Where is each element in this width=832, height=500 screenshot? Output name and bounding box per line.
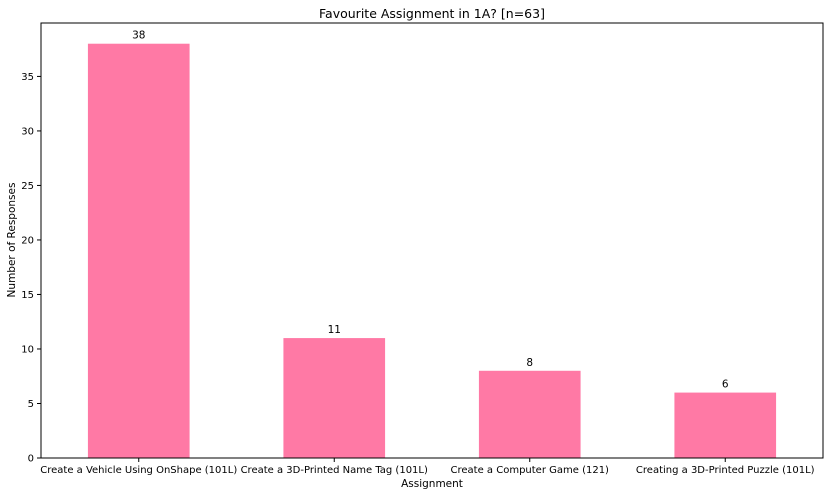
x-axis-label: Assignment — [401, 478, 463, 490]
plot-frame — [40, 22, 824, 459]
x-axis: Create a Vehicle Using OnShape (101L) Cre… — [40, 458, 815, 476]
y-axis-label: Number of Responses — [6, 183, 18, 298]
bar — [87, 43, 190, 458]
y-tick-label: 0 — [28, 454, 34, 465]
bar — [674, 392, 777, 458]
y-axis: 0 5 10 15 20 25 30 35 — [21, 72, 41, 465]
x-tick-label: Create a Computer Game (121) — [451, 465, 610, 476]
x-tick-label: Create a 3D-Printed Name Tag (101L) — [241, 465, 428, 476]
data-labels-layer: 38 11 8 6 — [132, 30, 729, 391]
bar-data-label: 38 — [132, 30, 145, 42]
bar — [478, 370, 581, 458]
bar-data-label: 8 — [526, 357, 533, 369]
y-tick-label: 35 — [21, 72, 34, 83]
bar-data-label: 6 — [722, 379, 729, 391]
chart-title: Favourite Assignment in 1A? [n=63] — [319, 6, 545, 21]
y-tick-label: 20 — [21, 235, 34, 246]
y-tick-label: 5 — [28, 399, 34, 410]
x-tick-label: Creating a 3D-Printed Puzzle (101L) — [636, 465, 815, 476]
bars-layer — [87, 43, 777, 458]
y-tick-label: 25 — [21, 181, 34, 192]
y-tick-label: 30 — [21, 126, 34, 137]
bar-data-label: 11 — [328, 324, 341, 336]
y-tick-label: 15 — [21, 290, 34, 301]
bar — [283, 338, 386, 458]
y-tick-label: 10 — [21, 344, 34, 355]
x-tick-label: Create a Vehicle Using OnShape (101L) — [40, 465, 237, 476]
